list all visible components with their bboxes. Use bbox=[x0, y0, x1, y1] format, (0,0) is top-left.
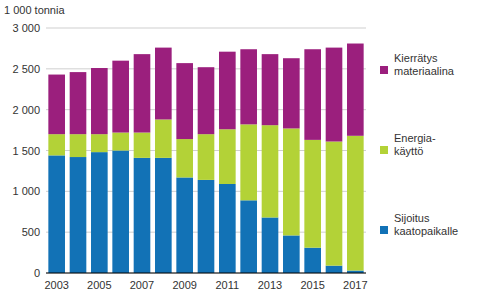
bar-segment bbox=[134, 158, 151, 273]
bar-segment bbox=[134, 133, 151, 158]
x-tick-label: 2009 bbox=[172, 279, 196, 291]
bar-segment bbox=[283, 128, 300, 235]
chart: 0 500 1 000 1 500 2 000 2 500 3 000 1 000 tonni… bbox=[0, 0, 491, 302]
bar-segment bbox=[347, 136, 364, 271]
legend-line: Kierrätys bbox=[394, 52, 438, 64]
bar-segment bbox=[219, 184, 236, 273]
bar-segment bbox=[70, 157, 87, 273]
bar-segment bbox=[155, 48, 172, 120]
bar-segment bbox=[198, 134, 215, 180]
legend-swatch bbox=[380, 66, 388, 74]
bar-segment bbox=[155, 158, 172, 273]
bar-segment bbox=[198, 67, 215, 134]
bar-segment bbox=[134, 54, 151, 132]
bar-segment bbox=[91, 68, 108, 134]
legend-line: Energia- bbox=[394, 132, 436, 144]
bar-segment bbox=[262, 54, 279, 125]
x-tick-label: 2003 bbox=[44, 279, 68, 291]
x-tick-label: 2017 bbox=[343, 279, 367, 291]
bar-segment bbox=[48, 134, 65, 155]
legend-label: Sijoituskaatopaikalle bbox=[394, 212, 458, 237]
bar-segment bbox=[112, 133, 129, 151]
y-tick-label: 0 bbox=[34, 267, 40, 279]
grid-line bbox=[46, 273, 366, 274]
bars bbox=[48, 44, 363, 273]
bar-segment bbox=[283, 235, 300, 273]
y-tick-label: 500 bbox=[22, 226, 40, 238]
bar-segment bbox=[176, 63, 193, 139]
legend-label: Energia-käyttö bbox=[394, 132, 436, 157]
bar-segment bbox=[48, 75, 65, 135]
x-tick-label: 2013 bbox=[258, 279, 282, 291]
bar-segment bbox=[304, 49, 321, 140]
legend-line: materiaalina bbox=[394, 65, 455, 77]
bar-segment bbox=[70, 72, 87, 134]
bar-segment bbox=[91, 152, 108, 273]
bar-segment bbox=[219, 129, 236, 184]
bar-segment bbox=[283, 58, 300, 128]
bar-segment bbox=[155, 119, 172, 157]
legend-swatch bbox=[380, 146, 388, 154]
bar-segment bbox=[198, 180, 215, 273]
bar-segment bbox=[240, 124, 257, 200]
y-tick-label: 1 000 bbox=[12, 185, 40, 197]
x-tick-label: 2005 bbox=[87, 279, 111, 291]
bar-segment bbox=[219, 52, 236, 130]
legend-swatch bbox=[380, 226, 388, 234]
bar-segment bbox=[112, 61, 129, 133]
bar-segment bbox=[240, 200, 257, 273]
bar-segment bbox=[240, 49, 257, 124]
bar-segment bbox=[326, 266, 343, 273]
y-axis-title: 1 000 tonnia bbox=[4, 4, 65, 16]
x-tick-label: 2007 bbox=[130, 279, 154, 291]
bar-segment bbox=[326, 142, 343, 266]
bar-segment bbox=[262, 125, 279, 217]
x-axis bbox=[46, 273, 366, 274]
legend-line: kaatopaikalle bbox=[394, 225, 458, 237]
bar-segment bbox=[304, 140, 321, 248]
bar-segment bbox=[262, 217, 279, 273]
grid-line bbox=[46, 28, 366, 29]
x-tick-label: 2011 bbox=[216, 279, 240, 291]
bar-segment bbox=[112, 151, 129, 274]
bar-segment bbox=[326, 48, 343, 142]
bar-segment bbox=[304, 248, 321, 273]
y-tick-label: 2 000 bbox=[12, 104, 40, 116]
y-tick-label: 3 000 bbox=[12, 22, 40, 34]
legend-label: Kierrätysmateriaalina bbox=[394, 52, 455, 77]
bar-segment bbox=[48, 155, 65, 273]
bar-segment bbox=[176, 177, 193, 273]
x-tick-label: 2015 bbox=[300, 279, 324, 291]
legend-line: käyttö bbox=[394, 145, 423, 157]
y-tick-label: 2 500 bbox=[12, 63, 40, 75]
y-tick-label: 1 500 bbox=[12, 145, 40, 157]
bar-segment bbox=[91, 134, 108, 152]
bar-segment bbox=[176, 139, 193, 177]
bar-segment bbox=[347, 44, 364, 136]
legend-line: Sijoitus bbox=[394, 212, 430, 224]
bar-segment bbox=[70, 134, 87, 157]
